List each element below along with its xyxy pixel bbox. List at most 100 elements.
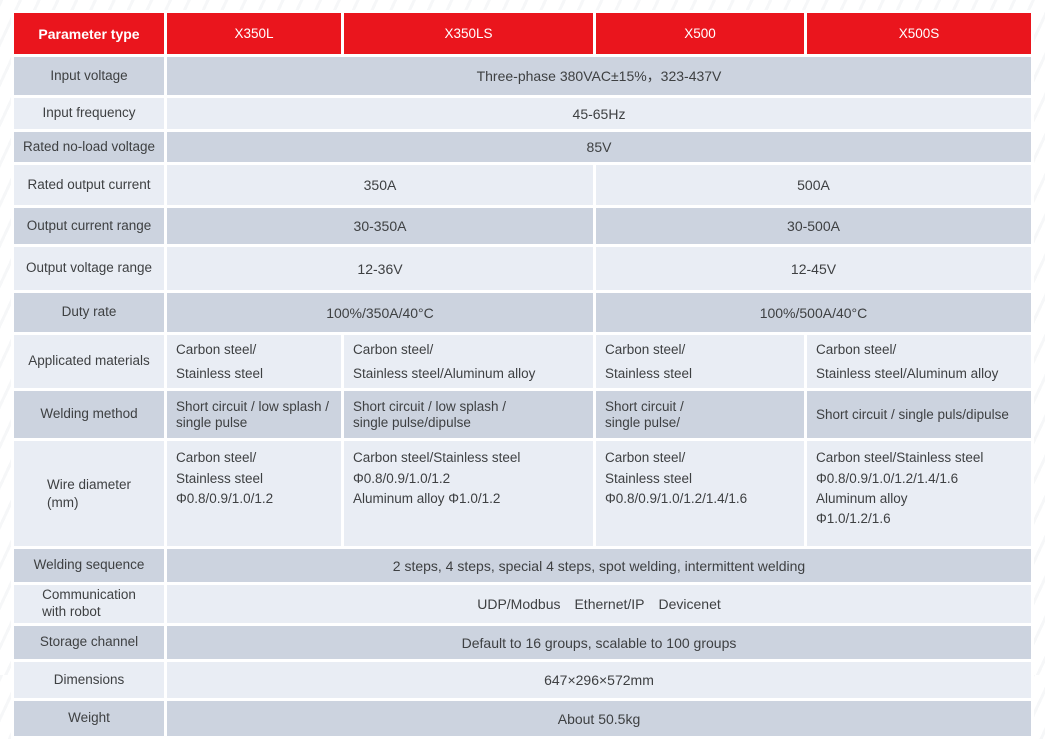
label-communication-with-robot: Communication with robot: [14, 585, 164, 623]
label-text: Weight: [68, 710, 110, 726]
label-text: Input voltage: [50, 67, 128, 83]
value-text: 12-45V: [790, 260, 837, 277]
value-text: Carbon steel/ Stainless steel Φ0.8/0.9/1…: [605, 450, 748, 506]
value-materials-x500: Carbon steel/ Stainless steel: [596, 335, 804, 389]
label-dimensions: Dimensions: [14, 662, 164, 698]
value-input-voltage: Three-phase 380VAC±15%，323-437V: [167, 57, 1031, 95]
value-text: Default to 16 groups, scalable to 100 gr…: [461, 634, 737, 651]
row-welding-sequence: Welding sequence 2 steps, 4 steps, speci…: [14, 549, 1031, 583]
label-input-voltage: Input voltage: [14, 57, 164, 95]
label-output-current-range: Output current range: [14, 208, 164, 244]
model-header-x350l: X350L: [167, 13, 341, 54]
value-text: 85V: [586, 139, 612, 155]
value-text: Short circuit / low splash / single puls…: [353, 398, 507, 430]
row-output-voltage-range: Output voltage range 12-36V 12-45V: [14, 247, 1031, 290]
row-input-voltage: Input voltage Three-phase 380VAC±15%，323…: [14, 57, 1031, 95]
value-text: Carbon steel/Stainless steel Φ0.8/0.9/1.…: [816, 450, 984, 526]
label-text: Output voltage range: [25, 260, 153, 276]
value-text: Carbon steel/ Stainless steel Φ0.8/0.9/1…: [176, 450, 274, 506]
value-text: Carbon steel/ Stainless steel/Aluminum a…: [353, 342, 536, 381]
value-output-current-range-350: 30-350A: [167, 208, 593, 244]
label-rated-output-current: Rated output current: [14, 165, 164, 205]
value-text: 350A: [363, 177, 397, 193]
row-welding-method: Welding method Short circuit / low splas…: [14, 391, 1031, 439]
label-duty-rate: Duty rate: [14, 293, 164, 332]
label-weight: Weight: [14, 701, 164, 736]
value-input-frequency: 45-65Hz: [167, 98, 1031, 129]
row-rated-output-current: Rated output current 350A 500A: [14, 165, 1031, 205]
value-weight: About 50.5kg: [167, 701, 1031, 736]
label-text: Dimensions: [53, 671, 125, 687]
label-text: Rated no-load voltage: [22, 138, 156, 154]
label-welding-method: Welding method: [14, 391, 164, 439]
value-storage-channel: Default to 16 groups, scalable to 100 gr…: [167, 626, 1031, 659]
row-communication-with-robot: Communication with robot UDP/Modbus Ethe…: [14, 585, 1031, 623]
value-rated-no-load-voltage: 85V: [167, 132, 1031, 162]
label-text: Rated output current: [27, 176, 151, 192]
value-text: About 50.5kg: [557, 710, 641, 727]
value-rated-output-current-500: 500A: [596, 165, 1031, 205]
value-text: Carbon steel/ Stainless steel: [605, 342, 693, 381]
value-welding-method-x500s: Short circuit / single puls/dipulse: [807, 391, 1031, 439]
value-duty-rate-500: 100%/500A/40°C: [596, 293, 1031, 332]
spec-table: Parameter type X350L X350LS X500 X500S I…: [11, 10, 1034, 739]
row-wire-diameter: Wire diameter (mm) Carbon steel/ Stainle…: [14, 441, 1031, 547]
label-text: Duty rate: [61, 304, 117, 320]
value-output-current-range-500: 30-500A: [596, 208, 1031, 244]
value-text: 100%/350A/40°C: [326, 304, 434, 321]
label-wire-diameter: Wire diameter (mm): [14, 441, 164, 547]
row-storage-channel: Storage channel Default to 16 groups, sc…: [14, 626, 1031, 659]
value-welding-method-x350l: Short circuit / low splash / single puls…: [167, 391, 341, 439]
value-output-voltage-range-350: 12-36V: [167, 247, 593, 290]
row-weight: Weight About 50.5kg: [14, 701, 1031, 736]
value-text: Carbon steel/ Stainless steel/Aluminum a…: [816, 342, 999, 381]
value-text: 45-65Hz: [572, 105, 626, 122]
value-materials-x350ls: Carbon steel/ Stainless steel/Aluminum a…: [344, 335, 593, 389]
value-wire-x350l: Carbon steel/ Stainless steel Φ0.8/0.9/1…: [167, 441, 341, 547]
label-text: Output current range: [26, 217, 152, 233]
model-header-x350ls: X350LS: [344, 13, 593, 54]
model-header-x500s: X500S: [807, 13, 1031, 54]
value-duty-rate-350: 100%/350A/40°C: [167, 293, 593, 332]
value-output-voltage-range-500: 12-45V: [596, 247, 1031, 290]
row-dimensions: Dimensions 647×296×572mm: [14, 662, 1031, 698]
label-rated-no-load-voltage: Rated no-load voltage: [14, 132, 164, 162]
row-applicated-materials: Applicated materials Carbon steel/ Stain…: [14, 335, 1031, 389]
label-welding-sequence: Welding sequence: [14, 549, 164, 583]
model-header-x500: X500: [596, 13, 804, 54]
value-dimensions: 647×296×572mm: [167, 662, 1031, 698]
value-text: Carbon steel/Stainless steel Φ0.8/0.9/1.…: [353, 450, 521, 506]
header-row: Parameter type X350L X350LS X500 X500S: [14, 13, 1031, 54]
label-applicated-materials: Applicated materials: [14, 335, 164, 389]
label-text: Communication with robot: [42, 587, 136, 620]
value-text: 30-500A: [787, 218, 840, 234]
param-type-header: Parameter type: [14, 13, 164, 54]
value-wire-x350ls: Carbon steel/Stainless steel Φ0.8/0.9/1.…: [344, 441, 593, 547]
value-text: Carbon steel/ Stainless steel: [176, 342, 264, 381]
label-text: Welding sequence: [33, 557, 145, 573]
row-input-frequency: Input frequency 45-65Hz: [14, 98, 1031, 129]
value-wire-x500: Carbon steel/ Stainless steel Φ0.8/0.9/1…: [596, 441, 804, 547]
value-text: Three-phase 380VAC±15%，323-437V: [476, 68, 722, 84]
label-text: Storage channel: [39, 634, 139, 650]
value-welding-method-x500: Short circuit / single pulse/: [596, 391, 804, 439]
value-materials-x350l: Carbon steel/ Stainless steel: [167, 335, 341, 389]
label-text: Welding method: [40, 406, 138, 422]
row-duty-rate: Duty rate 100%/350A/40°C 100%/500A/40°C: [14, 293, 1031, 332]
label-output-voltage-range: Output voltage range: [14, 247, 164, 290]
label-text: Wire diameter (mm): [46, 476, 132, 510]
value-rated-output-current-350: 350A: [167, 165, 593, 205]
value-wire-x500s: Carbon steel/Stainless steel Φ0.8/0.9/1.…: [807, 441, 1031, 547]
value-materials-x500s: Carbon steel/ Stainless steel/Aluminum a…: [807, 335, 1031, 389]
value-text: 30-350A: [353, 218, 407, 234]
value-communication-with-robot: UDP/Modbus Ethernet/IP Devicenet: [167, 585, 1031, 623]
value-text: 100%/500A/40°C: [759, 304, 868, 321]
value-text: Short circuit / single puls/dipulse: [816, 406, 1009, 422]
row-output-current-range: Output current range 30-350A 30-500A: [14, 208, 1031, 244]
value-text: 647×296×572mm: [544, 672, 654, 688]
value-text: 500A: [797, 177, 830, 193]
label-text: Input frequency: [42, 105, 136, 121]
value-welding-sequence: 2 steps, 4 steps, special 4 steps, spot …: [167, 549, 1031, 583]
value-text: Short circuit / low splash / single puls…: [176, 398, 330, 430]
label-text: Applicated materials: [28, 353, 150, 369]
